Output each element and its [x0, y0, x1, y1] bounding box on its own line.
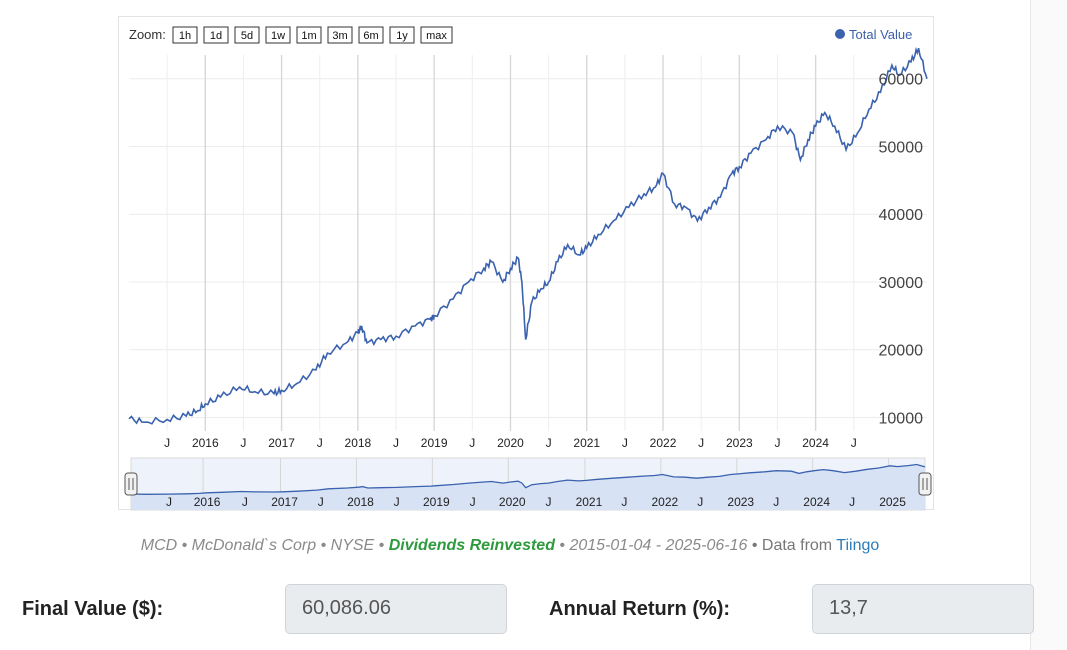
- zoom-button-frame: [358, 26, 384, 44]
- navigator-tick-label: 2024: [803, 495, 830, 509]
- navigator-tick-label: 2016: [194, 495, 221, 509]
- zoom-button-max[interactable]: max: [420, 26, 453, 44]
- zoom-button-label: 5d: [241, 30, 253, 42]
- dividends-reinvested-label: Dividends Reinvested: [388, 537, 555, 554]
- navigator-tick-label: J: [242, 495, 248, 509]
- zoom-button-3m[interactable]: 3m: [327, 26, 353, 44]
- zoom-button-label: 1m: [301, 30, 316, 42]
- x-tick-label: J: [317, 436, 323, 450]
- zoom-button-6m[interactable]: 6m: [358, 26, 384, 44]
- zoom-button-label: 1y: [396, 30, 408, 42]
- navigator-tick-label: J: [318, 495, 324, 509]
- navigator-tick-label: J: [849, 495, 855, 509]
- zoom-button-label: 6m: [363, 30, 378, 42]
- zoom-button-label: 1w: [271, 30, 285, 42]
- x-tick-label: J: [851, 436, 857, 450]
- x-tick-label: J: [774, 436, 780, 450]
- zoom-button-frame: [265, 26, 291, 44]
- zoom-button-label: 1h: [179, 30, 191, 42]
- x-tick-label: 2017: [268, 436, 295, 450]
- annual-return-field[interactable]: 13,7: [812, 584, 1034, 634]
- navigator-tick-label: J: [697, 495, 703, 509]
- x-tick-label: J: [546, 436, 552, 450]
- x-tick-label: J: [469, 436, 475, 450]
- zoom-button-frame: [296, 26, 322, 44]
- y-tick-label: 50000: [879, 139, 924, 156]
- x-tick-label: 2023: [726, 436, 753, 450]
- zoom-button-1w[interactable]: 1w: [265, 26, 291, 44]
- zoom-button-5d[interactable]: 5d: [234, 26, 260, 44]
- final-value-label: Final Value ($):: [22, 598, 164, 620]
- x-tick-label: 2019: [421, 436, 448, 450]
- navigator-tick-label: J: [394, 495, 400, 509]
- zoom-button-label: max: [426, 30, 447, 42]
- caption-data-from: • Data from: [747, 537, 837, 554]
- chart-caption: MCD • McDonald`s Corp • NYSE • Dividends…: [0, 537, 1020, 555]
- x-tick-label: 2021: [573, 436, 600, 450]
- x-tick-label: 2024: [802, 436, 829, 450]
- x-tick-label: 2020: [497, 436, 524, 450]
- final-value-field[interactable]: 60,086.06: [285, 584, 507, 634]
- navigator-tick-label: J: [545, 495, 551, 509]
- chart-canvas: 10000 20000 30000 40000 50000 60000 J 2016 J 2017…: [124, 26, 932, 511]
- total-value-line: [128, 46, 928, 425]
- navigator-tick-label: J: [166, 495, 172, 509]
- handle-grip: [918, 472, 932, 496]
- zoom-button-1h[interactable]: 1h: [172, 26, 198, 44]
- zoom-button-frame: [327, 26, 353, 44]
- zoom-button-1d[interactable]: 1d: [203, 26, 229, 44]
- navigator-tick-label: J: [773, 495, 779, 509]
- x-tick-label: J: [698, 436, 704, 450]
- navigator-right-handle[interactable]: [918, 472, 932, 496]
- zoom-button-frame: [234, 26, 260, 44]
- legend-label: Total Value: [849, 27, 912, 42]
- zoom-button-frame: [203, 26, 229, 44]
- zoom-button-frame: [172, 26, 198, 44]
- caption-prefix: MCD • McDonald`s Corp • NYSE •: [140, 537, 389, 554]
- tiingo-link[interactable]: Tiingo: [836, 537, 880, 554]
- zoom-button-1m[interactable]: 1m: [296, 26, 322, 44]
- x-tick-label: J: [240, 436, 246, 450]
- value-chart: 10000 20000 30000 40000 50000 60000 J 2016 J 2017…: [118, 16, 934, 511]
- x-tick-label: J: [393, 436, 399, 450]
- y-tick-label: 20000: [879, 343, 924, 360]
- zoom-button-label: 1d: [210, 30, 222, 42]
- navigator-tick-label: 2020: [499, 495, 526, 509]
- y-tick-label: 40000: [879, 207, 924, 224]
- zoom-button-1y[interactable]: 1y: [389, 26, 415, 44]
- y-tick-label: 30000: [879, 275, 924, 292]
- y-tick-label: 60000: [879, 72, 924, 89]
- y-tick-label: 10000: [879, 410, 924, 427]
- navigator-tick-label: J: [621, 495, 627, 509]
- x-tick-label: 2018: [345, 436, 372, 450]
- annual-return-label: Annual Return (%):: [549, 598, 731, 620]
- navigator-tick-label: 2019: [423, 495, 450, 509]
- navigator-tick-label: 2017: [271, 495, 298, 509]
- navigator-tick-label: 2025: [879, 495, 906, 509]
- page-scroll-edge: [1030, 0, 1067, 650]
- caption-date-range: • 2015-01-04 - 2025-06-16: [554, 537, 748, 554]
- handle-grip: [124, 472, 138, 496]
- navigator-tick-label: 2018: [347, 495, 374, 509]
- navigator-left-handle[interactable]: [124, 472, 138, 496]
- x-tick-label: 2022: [650, 436, 677, 450]
- zoom-label: Zoom:: [129, 27, 166, 42]
- navigator-line: [130, 463, 926, 495]
- zoom-button-frame: [420, 26, 453, 44]
- x-tick-label: 2016: [192, 436, 219, 450]
- navigator-tick-label: 2023: [727, 495, 754, 509]
- zoom-button-frame: [389, 26, 415, 44]
- navigator-tick-label: 2021: [576, 495, 603, 509]
- legend-marker: [835, 29, 845, 39]
- x-tick-label: J: [622, 436, 628, 450]
- x-tick-label: J: [164, 436, 170, 450]
- zoom-button-label: 3m: [332, 30, 347, 42]
- navigator-tick-label: 2022: [651, 495, 678, 509]
- navigator-tick-label: J: [470, 495, 476, 509]
